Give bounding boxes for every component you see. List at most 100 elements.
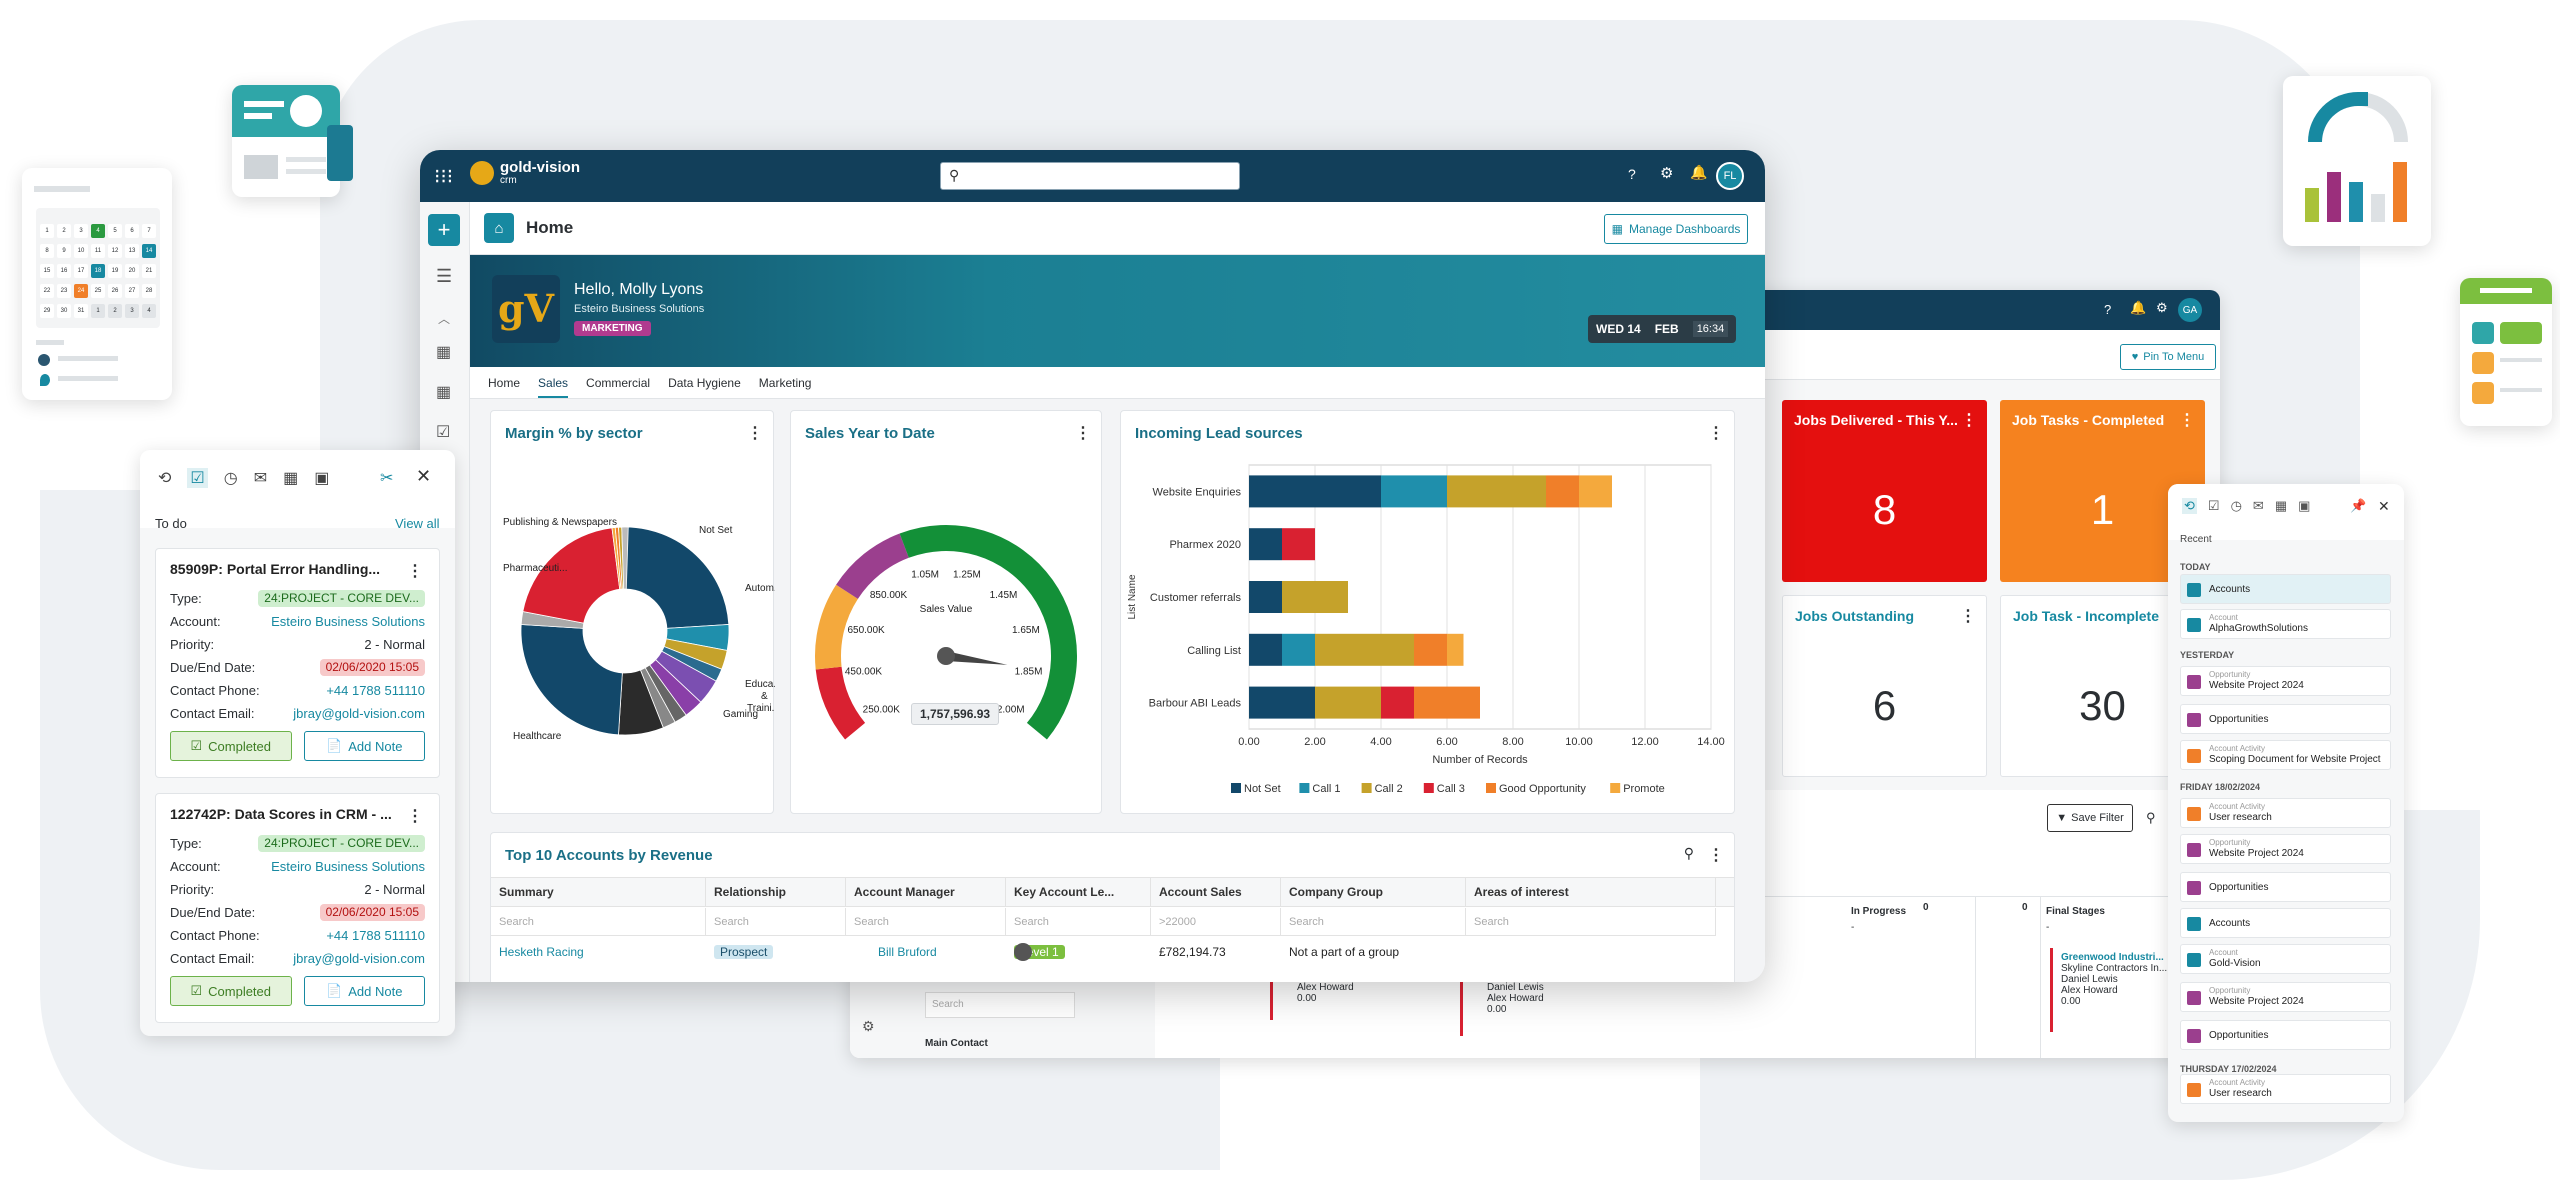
pie-slice[interactable]: [520, 624, 623, 736]
panel-menu-icon[interactable]: ⋮: [1075, 425, 1091, 442]
user-avatar[interactable]: FL: [1716, 162, 1744, 190]
legend-item[interactable]: Call 3: [1437, 783, 1465, 795]
pie-slice[interactable]: [621, 526, 629, 590]
completed-button[interactable]: ☑ Completed: [170, 976, 292, 1006]
bar-segment[interactable]: [1282, 528, 1315, 561]
add-button[interactable]: +: [428, 214, 460, 246]
bar-segment[interactable]: [1249, 633, 1282, 666]
pin-to-menu-button[interactable]: ♥ Pin To Menu: [2120, 344, 2216, 370]
bar-segment[interactable]: [1282, 581, 1348, 613]
recent-item[interactable]: Account Activity User research: [2180, 798, 2391, 828]
bell-icon[interactable]: 🔔: [2130, 300, 2147, 315]
task-menu-icon[interactable]: ⋮: [407, 563, 423, 580]
mail-icon[interactable]: ✉: [253, 470, 268, 487]
todo-icon[interactable]: ☑: [2207, 498, 2220, 513]
history-icon[interactable]: ⟲: [2182, 498, 2197, 514]
recent-item[interactable]: Account Activity User research: [2180, 1074, 2391, 1104]
task-menu-icon[interactable]: ⋮: [407, 808, 423, 825]
view-all-link[interactable]: View all: [395, 516, 440, 531]
gear-icon[interactable]: ⚙: [1660, 165, 1674, 182]
bar-segment[interactable]: [1249, 581, 1282, 613]
bar-segment[interactable]: [1249, 686, 1315, 719]
bar-segment[interactable]: [1381, 686, 1414, 719]
user-avatar[interactable]: GA: [2178, 298, 2202, 322]
kanban-card[interactable]: Alex Howard 0.00: [1270, 980, 1440, 1020]
tile-jobs-outstanding[interactable]: Jobs Outstanding ⋮ 6: [1782, 595, 1987, 777]
recent-item[interactable]: Opportunities: [2180, 704, 2391, 734]
bar-segment[interactable]: [1447, 633, 1464, 666]
pie-slice[interactable]: [624, 526, 730, 629]
logo[interactable]: gold-vision crm: [470, 160, 580, 186]
account-manager[interactable]: Bill Bruford: [878, 945, 937, 959]
bar-segment[interactable]: [1282, 633, 1315, 666]
manage-dashboards-button[interactable]: ▦ Manage Dashboards: [1604, 214, 1748, 244]
settings-side-icon[interactable]: ⚙: [862, 1018, 875, 1034]
field-value[interactable]: Esteiro Business Solutions: [271, 859, 425, 874]
legend-item[interactable]: Promote: [1623, 783, 1665, 795]
alarm-icon[interactable]: ◷: [223, 470, 238, 487]
tab-home[interactable]: Home: [488, 375, 521, 390]
tab-sales[interactable]: Sales: [538, 376, 569, 398]
column-header[interactable]: Account Manager: [846, 877, 1006, 907]
task-title[interactable]: 85909P: Portal Error Handling...: [170, 561, 381, 577]
alarm-icon[interactable]: ◷: [2230, 498, 2242, 513]
bar-segment[interactable]: [1315, 686, 1381, 719]
column-filter-input[interactable]: Search: [706, 908, 846, 936]
dashboard-icon[interactable]: ▦: [436, 384, 452, 401]
recent-item[interactable]: Accounts: [2180, 908, 2391, 938]
completed-button[interactable]: ☑ Completed: [170, 731, 292, 761]
tile-menu-icon[interactable]: ⋮: [2179, 412, 2195, 429]
column-header[interactable]: Summary: [491, 877, 706, 907]
gear-icon[interactable]: ⚙: [2156, 300, 2168, 315]
column-header[interactable]: Areas of interest: [1466, 877, 1716, 907]
tab-marketing[interactable]: Marketing: [758, 375, 812, 390]
column-header[interactable]: Account Sales: [1151, 877, 1281, 907]
help-icon[interactable]: ?: [1628, 166, 1636, 182]
calendar-icon[interactable]: ▦: [283, 470, 299, 487]
recent-item[interactable]: Opportunity Website Project 2024: [2180, 982, 2391, 1012]
todo-icon[interactable]: ☑: [187, 468, 208, 488]
recent-item[interactable]: Account Activity Scoping Document for Web…: [2180, 740, 2391, 770]
task-title[interactable]: 122742P: Data Scores in CRM - ...: [170, 806, 392, 822]
legend-item[interactable]: Not Set: [1244, 783, 1281, 795]
panel-menu-icon[interactable]: ⋮: [1708, 847, 1724, 864]
column-header[interactable]: Key Account Le...: [1006, 877, 1151, 907]
briefcase-icon[interactable]: ▣: [314, 470, 330, 487]
task-card[interactable]: 85909P: Portal Error Handling... ⋮ Type: 24…: [155, 548, 440, 778]
recent-item[interactable]: Accounts: [2180, 574, 2391, 604]
add-note-button[interactable]: 📄 Add Note: [303, 976, 425, 1006]
pin-icon[interactable]: 📌: [2350, 498, 2367, 513]
briefcase-icon[interactable]: ▣: [2298, 498, 2311, 513]
column-filter-input[interactable]: Search: [1466, 908, 1716, 936]
help-icon[interactable]: ?: [2104, 302, 2112, 317]
bar-segment[interactable]: [1414, 633, 1447, 666]
field-value[interactable]: Esteiro Business Solutions: [271, 614, 425, 629]
bar-segment[interactable]: [1249, 528, 1282, 561]
menu-icon[interactable]: ☰: [436, 266, 453, 286]
tab-commercial[interactable]: Commercial: [586, 375, 651, 390]
task-card[interactable]: 122742P: Data Scores in CRM - ... ⋮ Type: 2…: [155, 793, 440, 1023]
recent-item[interactable]: Account AlphaGrowthSolutions: [2180, 609, 2391, 639]
kanban-card[interactable]: Daniel Lewis Alex Howard 0.00: [1460, 980, 1630, 1036]
column-filter-input[interactable]: Search: [491, 908, 706, 936]
bar-segment[interactable]: [1414, 686, 1480, 719]
field-value[interactable]: jbray@gold-vision.com: [293, 951, 425, 966]
global-search-input[interactable]: ⚲: [940, 162, 1240, 190]
app-grid-icon[interactable]: ⁝⁝⁝: [434, 166, 454, 188]
column-filter-input[interactable]: Search: [1006, 908, 1151, 936]
bar-segment[interactable]: [1381, 475, 1447, 508]
column-filter-input[interactable]: >22000: [1151, 908, 1281, 936]
field-value[interactable]: +44 1788 511110: [326, 928, 425, 943]
search-icon[interactable]: ⚲: [1683, 845, 1694, 861]
recent-item[interactable]: Account Gold-Vision: [2180, 944, 2391, 974]
bar-segment[interactable]: [1249, 475, 1381, 508]
bar-segment[interactable]: [1447, 475, 1546, 508]
column-filter-input[interactable]: Search: [846, 908, 1006, 936]
legend-item[interactable]: Call 2: [1375, 783, 1403, 795]
pie-slice[interactable]: [522, 527, 621, 624]
history-icon[interactable]: ⟲: [158, 470, 172, 487]
legend-item[interactable]: Call 1: [1312, 783, 1340, 795]
save-filter-button[interactable]: ▼ Save Filter: [2047, 804, 2133, 832]
mail-icon[interactable]: ✉: [2252, 498, 2264, 513]
add-note-button[interactable]: 📄 Add Note: [303, 731, 425, 761]
